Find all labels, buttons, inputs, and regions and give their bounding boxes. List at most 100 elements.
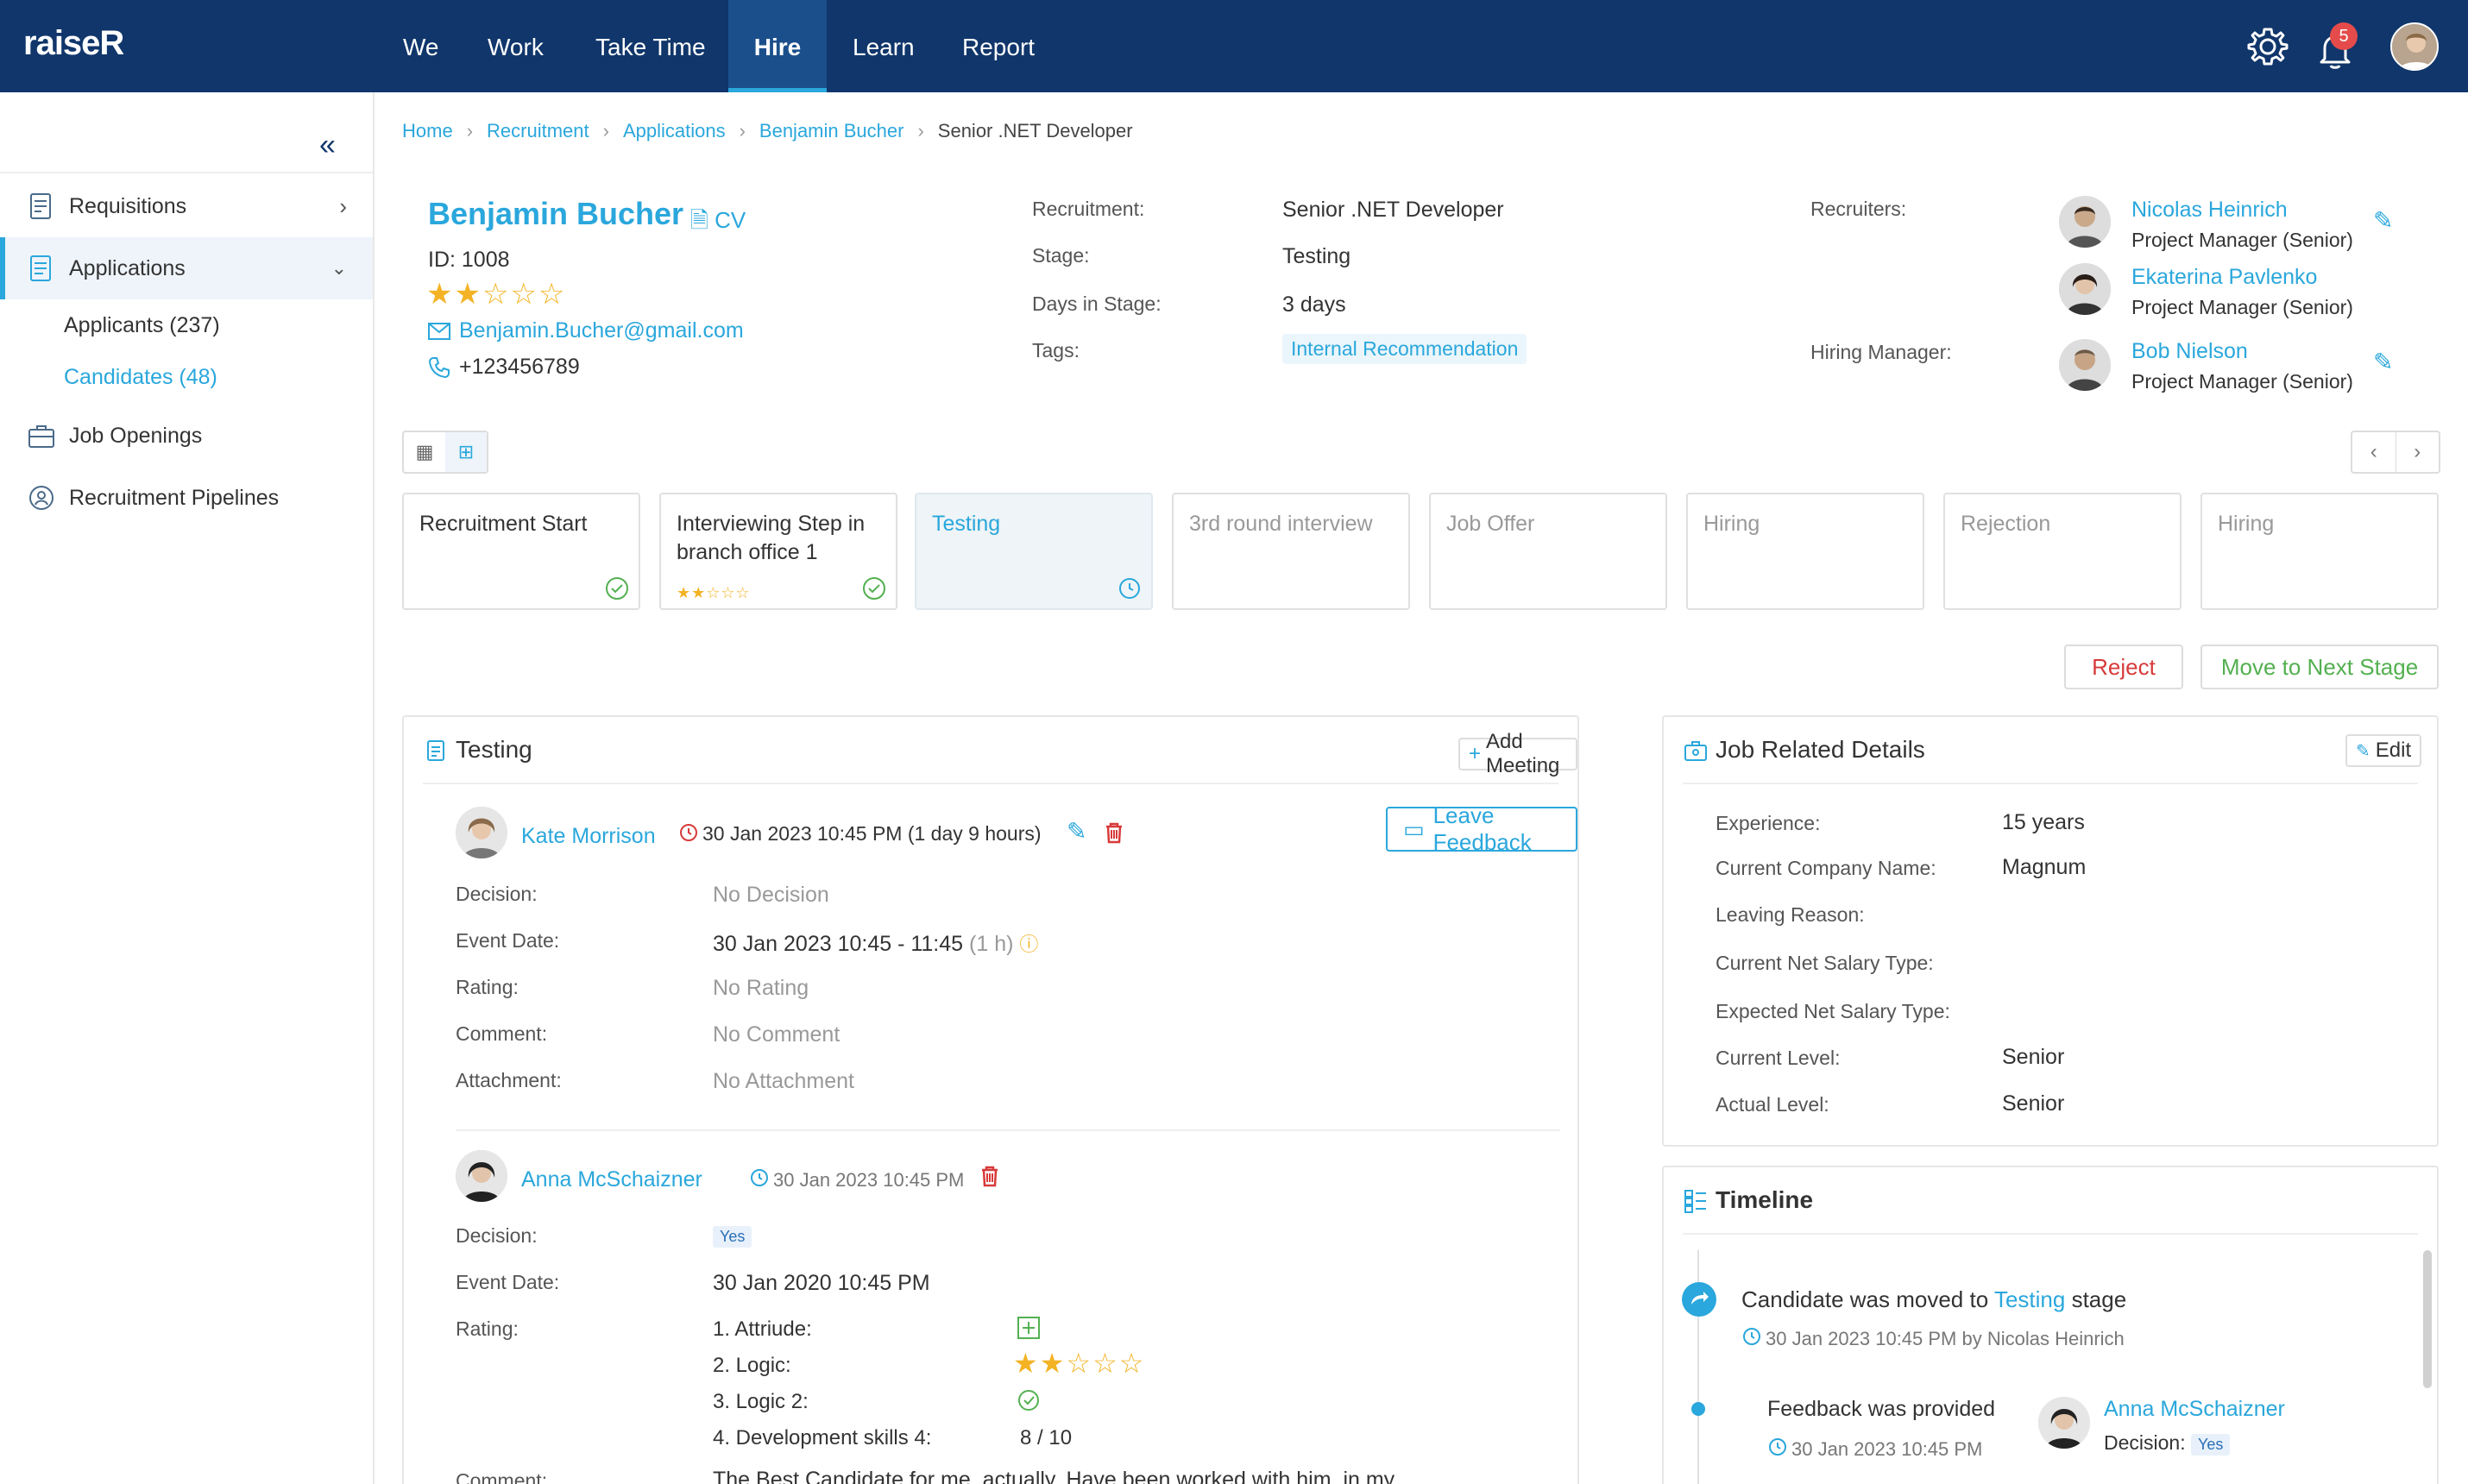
- candidate-phone: +123456789: [428, 355, 580, 380]
- edit-recruiters-pencil-icon[interactable]: ✎: [2373, 207, 2394, 234]
- phone-number: +123456789: [459, 355, 580, 379]
- timeline-panel: Timeline Candidate was moved to Testing …: [1662, 1166, 2439, 1484]
- app-logo[interactable]: raiseR: [23, 24, 124, 62]
- clock-icon: [1119, 578, 1140, 599]
- feedback-author-name[interactable]: Anna McSchaizner: [2104, 1397, 2285, 1421]
- briefcase-icon: [28, 425, 54, 448]
- attachment-value: No Attachment: [713, 1069, 854, 1093]
- add-meeting-button[interactable]: + Add Meeting: [1458, 730, 1577, 777]
- recruitment-value: Senior .NET Developer: [1282, 198, 1504, 222]
- star-filled-icon: ★★: [426, 278, 482, 311]
- meeting-time: 30 Jan 2023 10:45 PM (1 day 9 hours): [702, 822, 1042, 845]
- edit-hiring-manager-pencil-icon[interactable]: ✎: [2373, 349, 2394, 375]
- stage-card-hiring[interactable]: Hiring: [1686, 493, 1924, 610]
- collapse-sidebar-icon[interactable]: «: [319, 129, 336, 161]
- tag-chip[interactable]: Internal Recommendation: [1282, 334, 1527, 364]
- candidate-email[interactable]: Benjamin.Bucher@gmail.com: [428, 318, 744, 343]
- stage-card-recruitment-start[interactable]: Recruitment Start: [402, 493, 640, 610]
- sidebar-item-label: Applications: [69, 255, 186, 280]
- pipeline-view-icon[interactable]: ▦: [415, 441, 434, 462]
- breadcrumb-home[interactable]: Home: [402, 120, 453, 141]
- stage-label: Hiring: [1703, 512, 1760, 536]
- reject-button[interactable]: Reject: [2064, 645, 2183, 689]
- stage-card-hiring-final[interactable]: Hiring: [2200, 493, 2439, 610]
- timeline-event-time: 30 Jan 2023 10:45 PM by Nicolas Heinrich: [1766, 1328, 2125, 1349]
- logic-rating-stars: ★★☆☆☆: [1013, 1347, 1145, 1380]
- breadcrumb-current: Senior .NET Developer: [937, 120, 1133, 141]
- timeline-event-text: Candidate was moved to: [1741, 1286, 1989, 1312]
- rating-item-label: 3. Logic 2:: [713, 1390, 809, 1413]
- stage-card-3rd-round[interactable]: 3rd round interview: [1172, 493, 1410, 610]
- panel-divider: [1683, 1233, 2418, 1235]
- delete-trash-icon[interactable]: [979, 1164, 1001, 1188]
- timeline-line: [1697, 1250, 1699, 1484]
- move-next-stage-button[interactable]: Move to Next Stage: [2200, 645, 2439, 689]
- sidebar-item-job-openings[interactable]: Job Openings: [0, 405, 373, 467]
- next-arrow-icon[interactable]: ›: [2414, 440, 2421, 463]
- email-link[interactable]: Benjamin.Bucher@gmail.com: [459, 318, 744, 343]
- sidebar: « Requisitions › Applications ⌄ Applican…: [0, 92, 375, 1484]
- prev-arrow-icon[interactable]: ‹: [2352, 432, 2396, 472]
- decision-value: No Decision: [713, 883, 829, 907]
- reviewer-name[interactable]: Anna McSchaizner: [521, 1167, 702, 1192]
- stage-card-interviewing[interactable]: Interviewing Step in branch office 1 ★★☆…: [659, 493, 897, 610]
- breadcrumb-recruitment[interactable]: Recruitment: [487, 120, 589, 141]
- clock-icon: [680, 824, 697, 841]
- reviewer-name[interactable]: Kate Morrison: [521, 824, 656, 848]
- recruiter-role: Project Manager (Senior): [2131, 296, 2353, 318]
- edit-job-details-button[interactable]: ✎ Edit: [2345, 734, 2422, 767]
- cv-label: CV: [715, 207, 746, 233]
- recruiter-name[interactable]: Nicolas Heinrich: [2131, 198, 2288, 222]
- recruiter-name[interactable]: Ekaterina Pavlenko: [2131, 265, 2318, 289]
- breadcrumb-separator: ›: [739, 120, 746, 141]
- hiring-manager-name[interactable]: Bob Nielson: [2131, 339, 2248, 363]
- plus-icon: +: [1469, 742, 1482, 765]
- sidebar-item-label: Recruitment Pipelines: [69, 485, 280, 510]
- reviewer-avatar: [456, 807, 507, 858]
- grid-view-icon[interactable]: ⊞: [445, 432, 487, 472]
- experience-value: 15 years: [2002, 810, 2085, 834]
- rating-item-label: 1. Attriude:: [713, 1317, 812, 1341]
- breadcrumb-candidate[interactable]: Benjamin Bucher: [759, 120, 904, 141]
- add-meeting-label: Add Meeting: [1486, 730, 1560, 777]
- nav-take-time[interactable]: Take Time: [595, 34, 706, 60]
- stage-card-testing[interactable]: Testing: [915, 493, 1153, 610]
- stage-label: Job Offer: [1446, 512, 1535, 536]
- testing-panel: Testing + Add Meeting Kate Morrison 30 Ja…: [402, 715, 1579, 1484]
- sidebar-item-recruitment-pipelines[interactable]: Recruitment Pipelines: [0, 467, 373, 529]
- user-avatar[interactable]: [2390, 22, 2439, 71]
- stage-card-job-offer[interactable]: Job Offer: [1429, 493, 1667, 610]
- cv-link[interactable]: 🗎 CV: [690, 204, 746, 242]
- expected-salary-label: Expected Net Salary Type:: [1716, 1000, 1950, 1022]
- stage-label: Stage:: [1032, 244, 1090, 267]
- nav-report[interactable]: Report: [962, 34, 1036, 60]
- job-details-title: Job Related Details: [1716, 736, 1925, 763]
- breadcrumb-applications[interactable]: Applications: [622, 120, 726, 141]
- hiring-manager-avatar: [2059, 339, 2111, 391]
- nav-work[interactable]: Work: [488, 34, 544, 60]
- edit-meeting-pencil-icon[interactable]: ✎: [1067, 818, 1087, 845]
- testing-panel-title: Testing: [456, 736, 532, 763]
- settings-gear-icon[interactable]: [2245, 24, 2290, 69]
- sidebar-item-requisitions[interactable]: Requisitions ›: [0, 175, 373, 237]
- star-filled-icon: ★★: [1013, 1348, 1067, 1379]
- stage-pager: ‹ ›: [2351, 431, 2440, 474]
- stage-card-rejection[interactable]: Rejection: [1943, 493, 2182, 610]
- nav-we[interactable]: We: [403, 34, 439, 60]
- timeline-stage-link[interactable]: Testing: [1993, 1286, 2066, 1312]
- leave-feedback-button[interactable]: ▭ Leave Feedback: [1386, 802, 1577, 855]
- sidebar-sub-candidates[interactable]: Candidates (48): [64, 365, 217, 389]
- document-icon: 🗎: [690, 207, 708, 233]
- sidebar-item-applications[interactable]: Applications ⌄: [0, 237, 373, 299]
- feedback-author-avatar: [2038, 1397, 2090, 1449]
- mail-icon: [428, 322, 450, 340]
- nav-hire[interactable]: Hire: [728, 0, 827, 92]
- hiring-manager-label: Hiring Manager:: [1810, 341, 1952, 363]
- recruiter-avatar: [2059, 196, 2111, 248]
- nav-learn[interactable]: Learn: [853, 34, 915, 60]
- delete-trash-icon[interactable]: [1103, 821, 1125, 845]
- forward-arrow-circle-icon: [1682, 1282, 1716, 1317]
- sidebar-sub-applicants[interactable]: Applicants (237): [64, 313, 220, 337]
- applications-icon: [30, 255, 51, 281]
- timeline-scrollbar[interactable]: [2423, 1250, 2432, 1388]
